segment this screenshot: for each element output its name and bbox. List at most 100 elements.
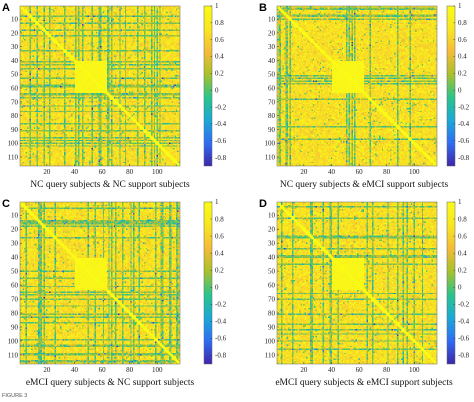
y-tick-label: 110 <box>265 153 276 161</box>
colorbar-tick-label: 1 <box>458 2 462 10</box>
x-tick-label: 40 <box>328 168 336 176</box>
heatmap-cells <box>277 6 437 166</box>
colorbar-tick-label: -0.6 <box>458 335 470 343</box>
y-tick-label: 70 <box>268 295 276 303</box>
colorbar-tick-label: 0.2 <box>215 70 224 78</box>
panel-caption: NC query subjects & eMCI support subject… <box>279 180 449 190</box>
y-tick-label: 30 <box>11 43 19 51</box>
panel-caption: NC query subjects & NC support subjects <box>30 180 190 190</box>
colorbar-tick-label: -0.2 <box>215 301 227 309</box>
colorbar-tick-label: 1 <box>458 198 462 206</box>
colorbar-tick-label: 0.6 <box>458 36 467 44</box>
y-tick-label: 100 <box>265 140 276 148</box>
heatmap-panel-b: B 10 20 30 40 50 60 70 80 90 100 110 20 40 60 80 100 1 0.… <box>237 0 474 196</box>
x-tick-label: 40 <box>71 168 79 176</box>
colorbar-tick-label: -0.2 <box>458 103 470 111</box>
y-tick-label: 50 <box>268 71 276 79</box>
y-tick-label: 90 <box>268 323 276 331</box>
y-tick-label: 20 <box>11 29 19 37</box>
colorbar-tick-label: 0.4 <box>458 249 467 257</box>
panel-caption: eMCI query subjects & eMCI support subje… <box>275 378 453 388</box>
y-tick-label: 80 <box>11 112 19 120</box>
colorbar-tick-label: 0.4 <box>215 53 224 61</box>
x-tick-label: 20 <box>300 366 308 374</box>
heatmap-chart: C 10 20 30 40 50 60 70 80 90 100 110 20 40 60 80 100 1 0.… <box>2 198 227 374</box>
y-tick-label: 110 <box>265 351 276 359</box>
colorbar-tick-label: -0.8 <box>215 352 227 360</box>
y-tick-label: 100 <box>8 337 19 345</box>
heatmap-chart: B 10 20 30 40 50 60 70 80 90 100 110 20 40 60 80 100 1 0.… <box>259 2 470 176</box>
x-tick-label: 80 <box>126 366 134 374</box>
colorbar-tick-label: 0 <box>215 283 219 291</box>
colorbar-tick-label: -0.8 <box>458 352 470 360</box>
heatmap-panel-a: A 10 20 30 40 50 60 70 80 90 100 110 20 40 60 80 100 1 0.… <box>0 0 237 196</box>
colorbar-tick-label: -0.4 <box>215 318 227 326</box>
colorbar-tick-label: 0 <box>215 86 219 94</box>
x-tick-label: 100 <box>409 366 420 374</box>
y-tick-label: 110 <box>8 153 19 161</box>
heatmap-chart: D 10 20 30 40 50 60 70 80 90 100 110 20 40 60 80 100 1 0.… <box>259 198 470 374</box>
y-tick-label: 40 <box>11 57 19 65</box>
y-tick-label: 10 <box>268 212 276 220</box>
y-tick-label: 30 <box>11 240 19 248</box>
y-tick-label: 40 <box>268 57 276 65</box>
colorbar-tick-label: -0.4 <box>458 318 470 326</box>
heatmap-frame <box>19 5 181 167</box>
colorbar-tick-label: -0.6 <box>215 335 227 343</box>
y-tick-label: 10 <box>11 16 19 24</box>
y-tick-label: 10 <box>11 212 19 220</box>
colorbar-tick-label: -0.8 <box>215 154 227 162</box>
x-tick-label: 40 <box>71 366 79 374</box>
x-tick-label: 60 <box>356 168 364 176</box>
y-tick-label: 50 <box>268 268 276 276</box>
panel-caption: eMCI query subjects & NC support subject… <box>25 378 195 388</box>
colorbar <box>203 5 213 167</box>
x-tick-label: 40 <box>328 366 336 374</box>
y-tick-label: 60 <box>11 84 19 92</box>
y-tick-label: 80 <box>11 309 19 317</box>
colorbar-tick-label: 0.2 <box>458 266 467 274</box>
heatmap-chart: A 10 20 30 40 50 60 70 80 90 100 110 20 40 60 80 100 1 0.… <box>2 2 227 176</box>
x-tick-label: 60 <box>356 366 364 374</box>
y-tick-label: 30 <box>268 240 276 248</box>
y-tick-label: 60 <box>11 281 19 289</box>
y-tick-label: 10 <box>268 16 276 24</box>
heatmap-panel-d: D 10 20 30 40 50 60 70 80 90 100 110 20 40 60 80 100 1 0.… <box>237 196 474 392</box>
y-tick-label: 30 <box>268 43 276 51</box>
heatmap-frame <box>276 5 438 167</box>
heatmap-cells <box>20 6 180 166</box>
y-tick-label: 110 <box>8 351 19 359</box>
colorbar-tick-label: 1 <box>215 198 219 206</box>
colorbar-tick-label: -0.4 <box>458 120 470 128</box>
colorbar-tick-label: 0.6 <box>458 232 467 240</box>
y-tick-label: 80 <box>268 112 276 120</box>
x-tick-label: 100 <box>152 366 163 374</box>
colorbar-tick-label: 0.4 <box>458 53 467 61</box>
y-tick-label: 70 <box>11 98 19 106</box>
x-tick-label: 100 <box>152 168 163 176</box>
y-tick-label: 50 <box>11 268 19 276</box>
colorbar-tick-label: 0.2 <box>458 70 467 78</box>
x-tick-label: 20 <box>300 168 308 176</box>
y-tick-label: 50 <box>11 71 19 79</box>
panel-letter: A <box>2 2 10 14</box>
x-tick-label: 60 <box>99 366 107 374</box>
colorbar-tick-label: 0.6 <box>215 36 224 44</box>
colorbar-tick-label: 0.2 <box>215 266 224 274</box>
x-tick-label: 20 <box>43 168 51 176</box>
colorbar-tick-label: -0.8 <box>458 154 470 162</box>
y-tick-label: 40 <box>11 254 19 262</box>
y-tick-label: 70 <box>11 295 19 303</box>
y-tick-label: 20 <box>11 226 19 234</box>
colorbar-tick-label: -0.6 <box>215 137 227 145</box>
colorbar-tick-label: 0 <box>458 86 462 94</box>
heatmap-cells <box>20 202 180 364</box>
y-tick-label: 40 <box>268 254 276 262</box>
y-tick-label: 90 <box>11 323 19 331</box>
colorbar-tick-label: -0.4 <box>215 120 227 128</box>
heatmap-frame <box>276 201 438 365</box>
y-tick-label: 70 <box>268 98 276 106</box>
y-tick-label: 80 <box>268 309 276 317</box>
x-tick-label: 80 <box>383 366 391 374</box>
y-tick-label: 60 <box>268 84 276 92</box>
